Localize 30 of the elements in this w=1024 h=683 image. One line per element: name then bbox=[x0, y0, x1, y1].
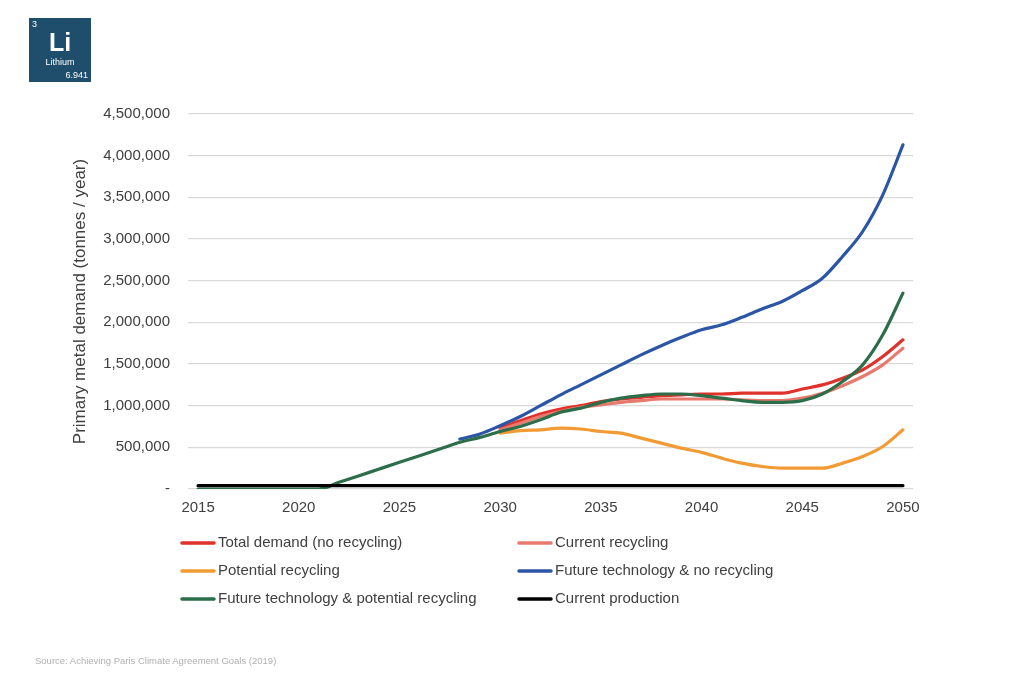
y-tick-label: 3,000,000 bbox=[103, 229, 170, 247]
x-tick-label: 2050 bbox=[886, 498, 920, 516]
legend-label: Current production bbox=[555, 589, 680, 607]
element-tile: 3 Li Lithium 6.941 bbox=[29, 18, 91, 82]
y-tick-label: 4,500,000 bbox=[103, 104, 170, 122]
legend-label: Potential recycling bbox=[218, 561, 340, 579]
line-series bbox=[458, 143, 905, 441]
x-tick-label: 2030 bbox=[483, 498, 517, 516]
x-tick-label: 2040 bbox=[684, 498, 719, 516]
x-tick-label: 2035 bbox=[584, 498, 618, 516]
y-tick-label: 1,500,000 bbox=[103, 354, 170, 372]
y-tick-label: 2,000,000 bbox=[103, 312, 170, 330]
y-tick-label: - bbox=[165, 479, 170, 497]
x-tick-label: 2015 bbox=[181, 498, 215, 516]
legend-label: Total demand (no recycling) bbox=[218, 533, 403, 551]
y-axis-title: Primary metal demand (tonnes / year) bbox=[69, 158, 89, 445]
y-tick-label: 500,000 bbox=[115, 437, 170, 455]
legend-label: Future technology & potential recycling bbox=[218, 589, 477, 607]
x-tick-label: 2020 bbox=[282, 498, 316, 516]
source-note: Source: Achieving Paris Climate Agreement Goals (2019) bbox=[35, 655, 277, 667]
y-tick-label: 3,500,000 bbox=[103, 187, 170, 205]
line-series bbox=[498, 426, 905, 470]
y-tick-label: 1,000,000 bbox=[103, 395, 170, 413]
legend-label: Future technology & no recycling bbox=[555, 561, 774, 579]
x-tick-label: 2025 bbox=[382, 498, 417, 516]
y-tick-label: 2,500,000 bbox=[103, 270, 170, 288]
y-tick-label: 4,000,000 bbox=[103, 145, 170, 163]
line-series bbox=[196, 291, 905, 489]
legend-label: Current recycling bbox=[555, 533, 669, 551]
x-tick-label: 2045 bbox=[785, 498, 819, 516]
